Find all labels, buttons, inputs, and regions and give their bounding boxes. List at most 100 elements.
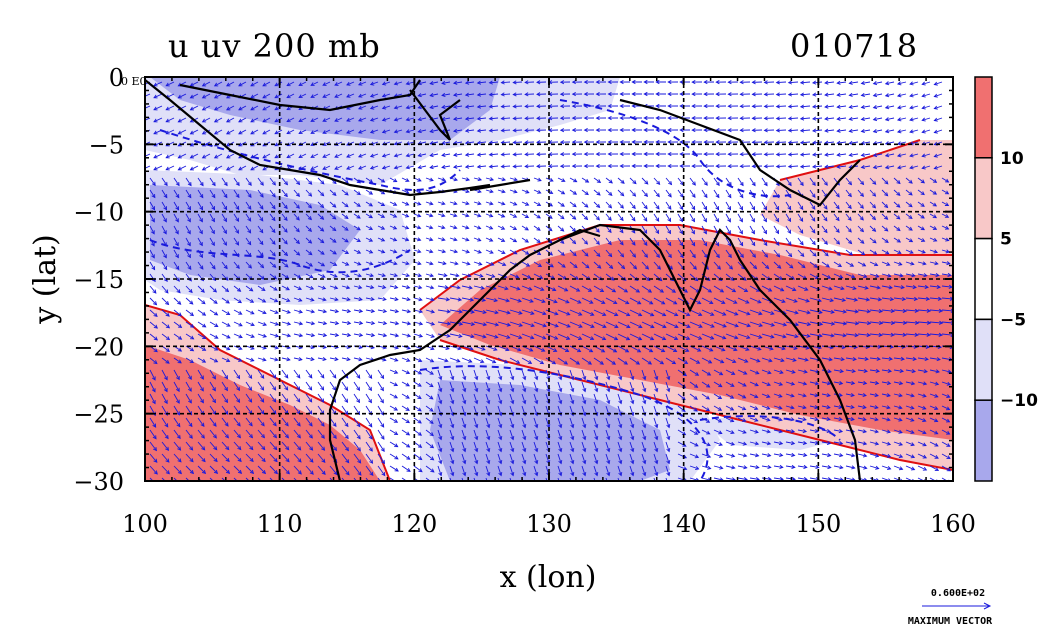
wind-vector-head <box>841 297 847 302</box>
wind-vector-head <box>898 393 903 398</box>
wind-vector <box>593 297 605 304</box>
wind-vector-head <box>570 436 575 441</box>
wind-vector-head <box>310 309 316 314</box>
wind-vector-head <box>778 429 783 434</box>
wind-vector <box>149 321 158 329</box>
wind-vector <box>209 441 218 450</box>
wind-vector-head <box>393 394 399 399</box>
wind-vector <box>221 465 230 474</box>
wind-vector-head <box>235 264 240 270</box>
wind-vector <box>869 201 876 209</box>
wind-vector-head <box>618 376 623 381</box>
wind-vector <box>821 477 832 481</box>
wind-vector <box>917 273 927 277</box>
wind-vector <box>165 81 175 87</box>
wind-vector <box>922 129 931 133</box>
wind-vector-head <box>859 228 865 233</box>
wind-vector <box>557 453 562 464</box>
wind-vector <box>677 429 686 436</box>
wind-vector <box>377 333 387 337</box>
wind-vector <box>377 369 384 379</box>
wind-vector <box>226 165 235 171</box>
wind-vector-head <box>876 356 881 361</box>
wind-vector <box>569 465 574 476</box>
wind-vector-head <box>164 411 168 416</box>
wind-vector-head <box>619 241 624 246</box>
wind-vector-head <box>703 230 707 235</box>
wind-vector <box>461 441 466 452</box>
wind-vector-head <box>381 153 387 158</box>
wind-vector-head <box>875 465 880 470</box>
wind-vector <box>149 297 157 305</box>
wind-vector-head <box>945 237 950 242</box>
wind-vector-head <box>898 466 904 471</box>
wind-vector-head <box>546 388 551 393</box>
wind-vector-head <box>250 94 255 99</box>
wind-vector-head <box>924 284 929 290</box>
wind-vector <box>922 81 931 85</box>
wind-vector <box>257 177 264 186</box>
wind-vector-head <box>874 417 879 422</box>
wind-vector <box>310 165 319 170</box>
wind-vector-head <box>824 80 829 85</box>
wind-vector <box>869 357 881 360</box>
wind-vector-head <box>854 321 860 326</box>
wind-vector-head <box>151 376 156 381</box>
wind-vector <box>401 309 411 313</box>
wind-vector <box>209 357 218 363</box>
wind-vector <box>845 393 855 396</box>
wind-vector-head <box>643 241 648 246</box>
wind-vector <box>153 117 163 123</box>
wind-vector <box>173 465 182 474</box>
wind-vector-head <box>946 381 952 386</box>
wind-vector <box>190 165 199 171</box>
wind-vector-head <box>862 417 867 422</box>
wind-vector <box>897 117 907 121</box>
wind-vector-head <box>706 371 712 376</box>
wind-vector-head <box>625 300 630 305</box>
wind-vector <box>245 261 252 269</box>
wind-vector <box>837 129 847 132</box>
wind-vector <box>497 285 508 290</box>
wind-vector <box>934 141 943 145</box>
wind-vector-head <box>899 368 904 374</box>
wind-vector <box>605 201 612 209</box>
wind-vector-head <box>534 436 539 441</box>
wind-vector-head <box>860 239 865 244</box>
wind-vector-head <box>534 388 539 393</box>
wind-vector-head <box>804 357 809 362</box>
wind-vector <box>788 117 799 120</box>
wind-vector <box>413 177 422 182</box>
wind-vector <box>477 129 487 132</box>
wind-vector <box>725 465 735 469</box>
wind-vector <box>821 429 831 432</box>
wind-vector <box>605 357 616 365</box>
wind-vector <box>893 393 903 397</box>
wind-vector-head <box>767 464 772 470</box>
wind-vector <box>485 453 490 464</box>
wind-vector <box>773 393 782 398</box>
wind-vector <box>677 309 690 316</box>
wind-vector <box>473 309 487 314</box>
wind-vector-head <box>498 424 503 429</box>
wind-vector-head <box>237 469 243 474</box>
wind-vector-head <box>541 347 546 352</box>
wind-vector <box>773 441 783 445</box>
wind-vector <box>581 333 594 340</box>
wind-vector <box>809 237 816 245</box>
wind-vector <box>382 153 391 157</box>
wind-vector <box>329 369 337 379</box>
wind-vector <box>173 261 180 270</box>
wind-vector <box>413 297 422 301</box>
wind-vector-head <box>438 448 443 453</box>
wind-vector-head <box>452 164 458 169</box>
wind-vector-head <box>226 334 231 339</box>
wind-vector <box>617 213 624 221</box>
wind-vector-head <box>504 359 509 364</box>
wind-vector <box>413 357 422 362</box>
wind-vector-head <box>812 152 817 157</box>
x-tick-label: 120 <box>391 510 437 538</box>
wind-vector-head <box>790 405 795 410</box>
wind-vector <box>257 225 264 233</box>
wind-vector-head <box>625 336 631 341</box>
